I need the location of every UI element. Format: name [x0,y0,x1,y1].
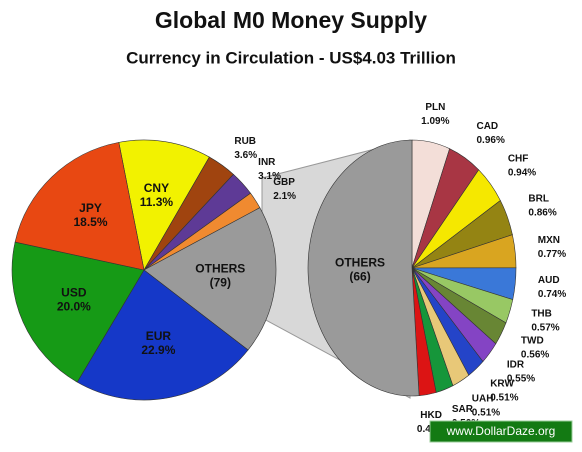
slice-label: RUB [234,136,256,147]
slice-label: JPY [79,201,102,215]
slice-label: UAH [472,393,494,404]
slice-label: TWD [521,336,544,347]
pie-slice [143,207,277,351]
slice-value-label: (79) [210,275,231,289]
slice-value-label: 0.56% [521,350,549,361]
pie-slice [76,269,249,401]
pie-slice [11,241,145,383]
slice-value-label: 3.1% [258,171,281,182]
slice-value-label: (66) [349,269,370,283]
slice-value-label: 0.55% [507,373,535,384]
slice-label: HKD [420,410,442,421]
chart-subtitle: Currency in Circulation - US$4.03 Trilli… [126,48,456,67]
slice-value-label: 11.3% [140,195,174,209]
slice-label: OTHERS [335,255,385,269]
slice-value-label: 0.94% [508,167,536,178]
slice-value-label: 0.57% [531,323,559,334]
slice-value-label: 1.09% [421,116,449,127]
slice-label: CNY [144,181,169,195]
slice-value-label: 0.51% [472,407,500,418]
slice-label: AUD [538,275,560,286]
pie-slice [307,139,420,397]
slice-value-label: 20.0% [57,299,91,313]
slice-label: CHF [508,153,529,164]
pie-slice [14,142,145,271]
slice-label: OTHERS [195,261,245,275]
slice-value-label: 22.9% [141,343,175,357]
slice-value-label: 3.6% [234,150,257,161]
slice-label: MXN [538,235,560,246]
slice-value-label: 0.51% [490,393,518,404]
slice-value-label: 0.96% [476,135,504,146]
footer-box [429,420,573,443]
slice-label: PLN [425,102,445,113]
slice-value-label: 18.5% [74,215,108,229]
slice-label: KRW [490,379,514,390]
slice-label: GBP [273,177,295,188]
slice-label: IDR [507,359,525,370]
slice-label: EUR [146,329,172,343]
slice-label: SAR [452,404,474,415]
slice-label: BRL [528,194,549,205]
slice-value-label: 0.77% [538,249,566,260]
slice-label: CAD [476,121,498,132]
slice-value-label: 0.86% [528,208,556,219]
slice-label: THB [531,309,552,320]
slice-label: USD [61,285,87,299]
pie-slice [118,139,210,271]
chart-title: Global M0 Money Supply [155,7,427,33]
slice-label: INR [258,157,276,168]
slice-value-label: 0.74% [538,289,566,300]
slice-value-label: 2.1% [273,191,296,202]
footer: www.DollarDaze.org [446,424,556,438]
